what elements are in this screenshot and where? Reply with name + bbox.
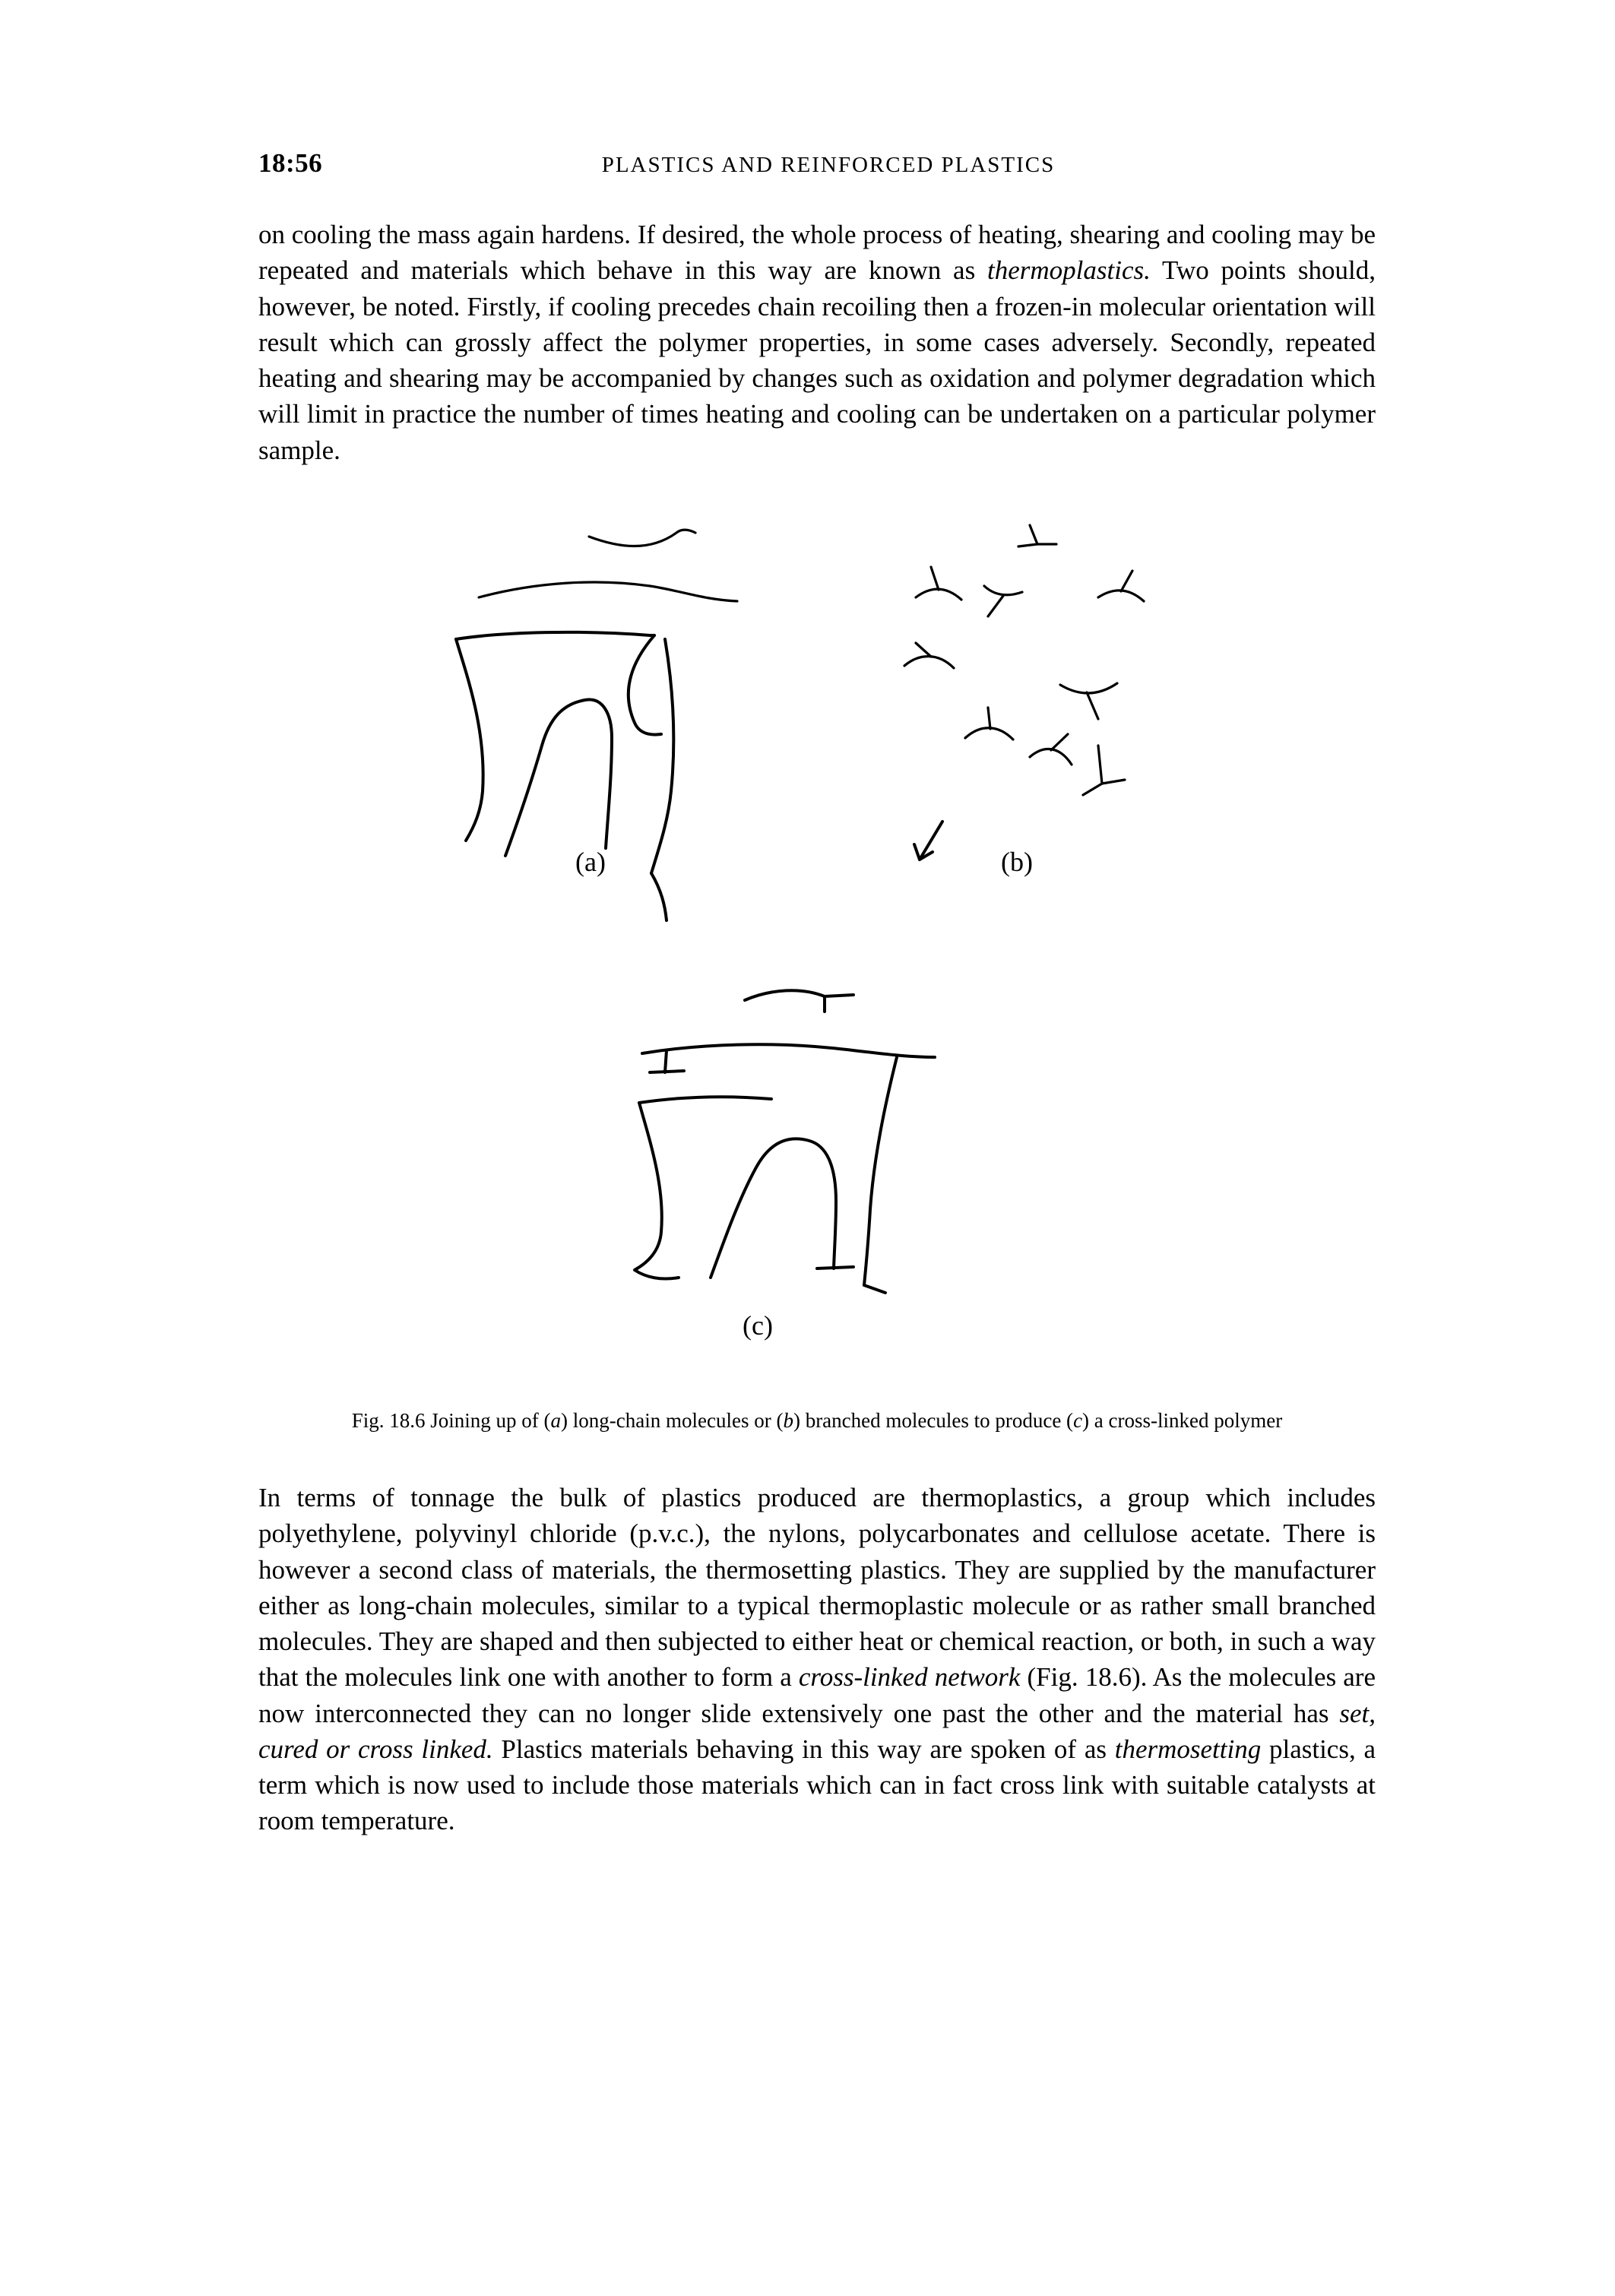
p2-italic-3: thermosetting bbox=[1115, 1734, 1261, 1764]
page: 18:56 PLASTICS AND REINFORCED PLASTICS o… bbox=[0, 0, 1615, 2296]
p2-text-3: Plastics materials behaving in this way … bbox=[493, 1734, 1115, 1764]
running-title: PLASTICS AND REINFORCED PLASTICS bbox=[281, 153, 1376, 178]
cap-mid1: ) long-chain molecules or ( bbox=[561, 1409, 783, 1432]
p1-text-2: Two points should, however, be noted. Fi… bbox=[258, 255, 1376, 464]
figure-svg: (a) (b) (c) bbox=[399, 510, 1235, 1384]
figure-label-c: (c) bbox=[743, 1310, 773, 1341]
cap-lead: Fig. 18.6 Joining up of ( bbox=[352, 1409, 551, 1432]
figure-c-group bbox=[635, 990, 935, 1293]
paragraph-2: In terms of tonnage the bulk of plastics… bbox=[258, 1480, 1376, 1839]
figure-label-a: (a) bbox=[575, 847, 606, 877]
cap-b: b bbox=[783, 1409, 793, 1432]
cap-a: a bbox=[551, 1409, 562, 1432]
figure-caption: Fig. 18.6 Joining up of (a) long-chain m… bbox=[323, 1407, 1311, 1434]
p2-italic-1: cross-linked network bbox=[799, 1662, 1021, 1692]
figure-label-b: (b) bbox=[1001, 847, 1033, 877]
cap-tail: ) a cross-linked polymer bbox=[1082, 1409, 1282, 1432]
figure-b-group bbox=[904, 525, 1144, 860]
p1-italic-1: thermoplastics. bbox=[987, 255, 1151, 285]
page-header: 18:56 PLASTICS AND REINFORCED PLASTICS bbox=[258, 148, 1376, 179]
p2-text-1: In terms of tonnage the bulk of plastics… bbox=[258, 1483, 1376, 1692]
figure-18-6: (a) (b) (c) bbox=[399, 510, 1235, 1384]
cap-mid2: ) branched molecules to produce ( bbox=[793, 1409, 1073, 1432]
paragraph-1: on cooling the mass again hardens. If de… bbox=[258, 217, 1376, 468]
cap-c: c bbox=[1073, 1409, 1082, 1432]
